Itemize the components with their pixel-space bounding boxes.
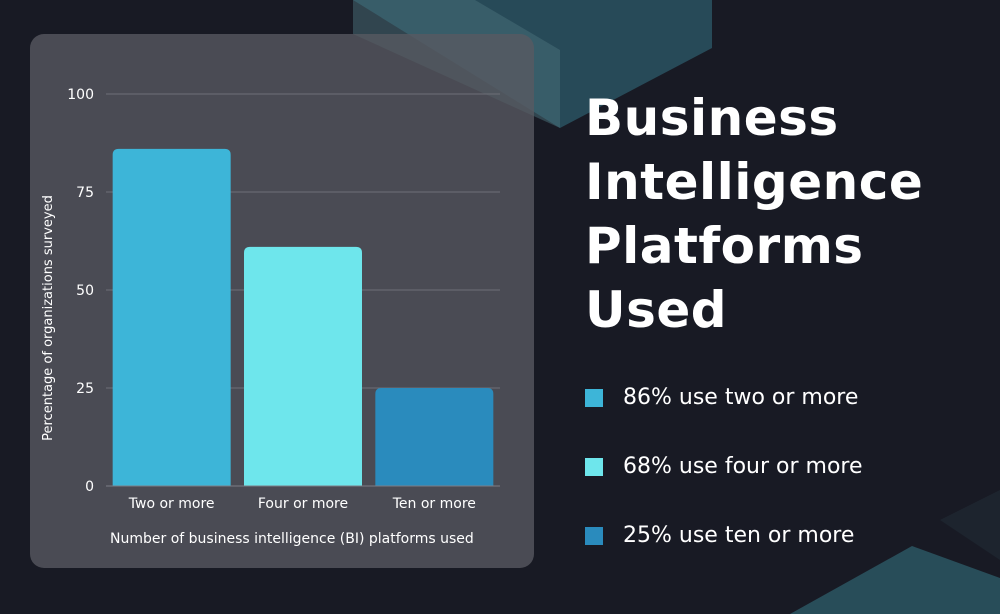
legend-swatch (585, 527, 603, 545)
legend-swatch (585, 389, 603, 407)
bar (112, 148, 231, 486)
y-tick-label: 100 (67, 87, 94, 103)
y-tick-label: 0 (85, 479, 94, 495)
decor-shape-bottom (790, 546, 1000, 614)
page-title: Business Intelligence Platforms Used (585, 86, 985, 342)
legend: 86% use two or more 68% use four or more… (585, 378, 995, 585)
title-line: Used (585, 281, 728, 339)
y-tick-label: 25 (76, 381, 94, 397)
bar-chart: 0 25 50 75 100 Two or more Four or more Ten or… (41, 87, 500, 547)
bar (375, 388, 494, 486)
x-tick-label: Four or more (258, 496, 348, 512)
legend-label: 25% use ten or more (623, 523, 855, 548)
title-line: Intelligence (585, 153, 924, 211)
legend-item: 68% use four or more (585, 447, 995, 516)
y-axis-ticks: 0 25 50 75 100 (67, 87, 94, 495)
legend-item: 86% use two or more (585, 378, 995, 447)
bars (112, 148, 494, 486)
title-line: Business (585, 89, 839, 147)
x-axis-ticks: Two or more Four or more Ten or more (128, 496, 476, 512)
x-tick-label: Two or more (128, 496, 215, 512)
x-axis-label: Number of business intelligence (BI) pla… (110, 531, 474, 547)
bar (244, 246, 362, 486)
y-tick-label: 75 (76, 185, 94, 201)
title-line: Platforms (585, 217, 864, 275)
decor-shape-bottom-right (940, 490, 1000, 560)
legend-swatch (585, 458, 603, 476)
y-axis-label: Percentage of organizations surveyed (41, 195, 56, 441)
x-tick-label: Ten or more (392, 496, 476, 512)
legend-item: 25% use ten or more (585, 516, 995, 585)
y-tick-label: 50 (76, 283, 94, 299)
legend-label: 86% use two or more (623, 385, 859, 410)
legend-label: 68% use four or more (623, 454, 863, 479)
chart-card: 0 25 50 75 100 Two or more Four or more Ten or… (30, 34, 534, 568)
